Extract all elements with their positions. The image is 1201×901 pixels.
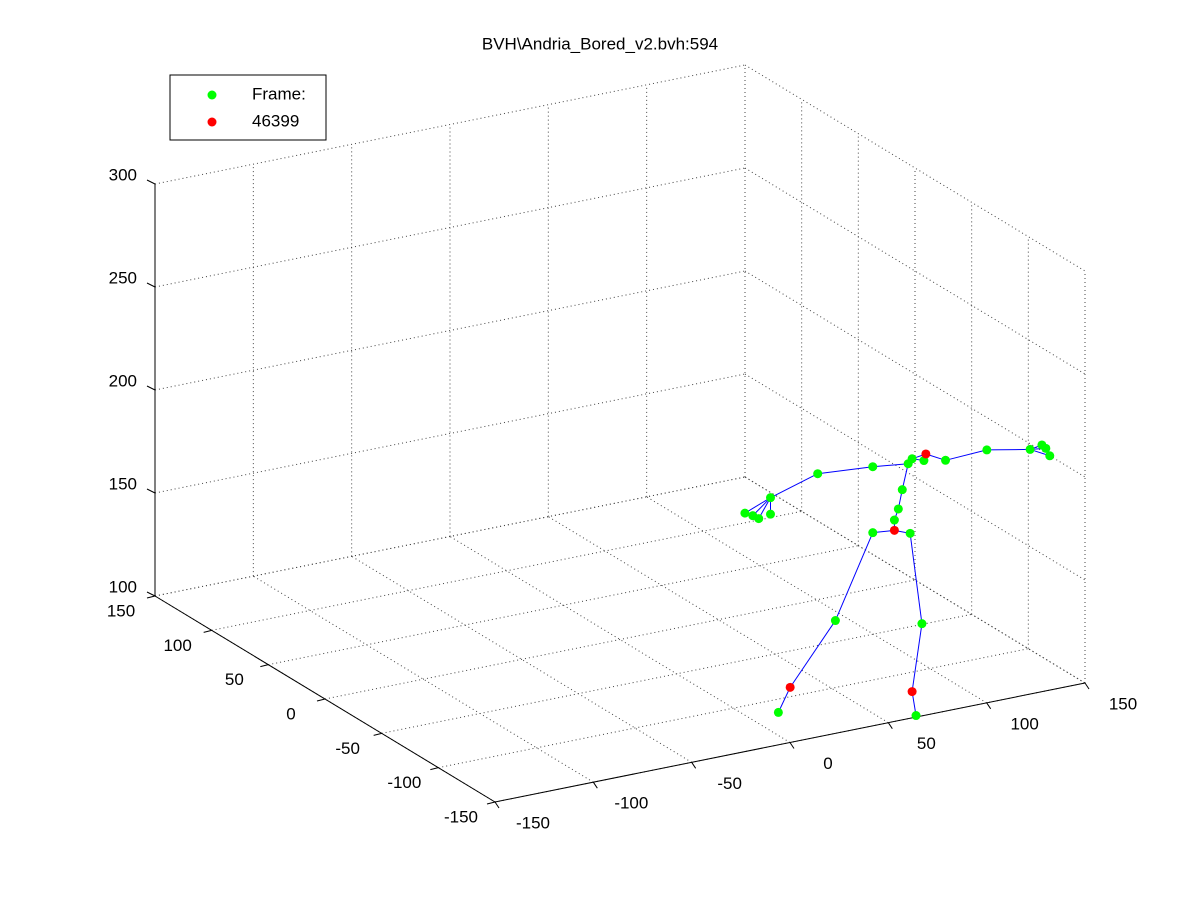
y-tick	[316, 698, 326, 702]
y-tick-label: 100	[163, 636, 191, 655]
x-tick	[887, 722, 893, 729]
joint	[785, 682, 795, 692]
y-tick-label: 150	[107, 601, 135, 620]
joint	[754, 514, 764, 524]
joint	[766, 493, 775, 503]
joint	[982, 445, 992, 455]
joint	[905, 528, 915, 538]
joint	[1025, 444, 1035, 454]
y-tick-label: -150	[444, 807, 478, 826]
y-tick-label: -50	[335, 739, 360, 758]
bone	[744, 497, 771, 514]
z-tick-label: 150	[109, 474, 137, 493]
bone	[945, 449, 987, 461]
y-tick	[373, 732, 382, 736]
joint	[889, 525, 899, 535]
joint	[813, 469, 823, 479]
z-tick-label: 250	[109, 268, 137, 287]
joint	[830, 616, 840, 626]
bone	[834, 532, 874, 621]
joint	[893, 504, 903, 514]
z-tick-label: 200	[109, 371, 137, 390]
z-tick-label: 300	[109, 165, 137, 184]
joint	[907, 687, 917, 697]
x-tick-label: 150	[1109, 694, 1137, 713]
joint	[941, 455, 951, 465]
y-tick	[146, 595, 156, 599]
bone	[817, 466, 873, 475]
x-tick	[1084, 682, 1090, 690]
y-tick	[430, 767, 439, 771]
joint	[740, 508, 750, 518]
bone	[777, 687, 791, 713]
x-tick-label: -150	[516, 813, 550, 832]
legend-label: Frame:	[252, 84, 306, 103]
y-tick-label: -100	[387, 773, 421, 792]
joint	[917, 619, 927, 629]
bone	[911, 623, 923, 692]
z-tick	[146, 385, 156, 391]
z-tick	[146, 282, 156, 288]
y-tick	[203, 629, 212, 633]
legend-box	[169, 74, 327, 141]
grid-line	[438, 648, 1029, 769]
joint	[1037, 440, 1047, 450]
y-tick	[486, 801, 496, 805]
y-tick	[260, 664, 269, 668]
joint	[889, 515, 899, 525]
legend-label: 46399	[252, 111, 299, 130]
joint	[868, 528, 878, 538]
grid-line	[154, 270, 746, 391]
x-tick	[789, 742, 795, 749]
bone	[789, 620, 836, 688]
x-tick	[986, 702, 992, 710]
x-tick-label: -100	[614, 794, 648, 813]
grid-line	[744, 270, 1086, 478]
joint	[921, 449, 931, 459]
grid-line	[381, 613, 972, 734]
joint	[868, 462, 878, 472]
z-tick	[146, 488, 156, 494]
x-tick	[691, 762, 697, 769]
bone	[872, 463, 909, 468]
joint	[897, 485, 907, 495]
bone	[770, 473, 818, 499]
chart-title: BVH\Andria_Bored_v2.bvh:594	[482, 34, 718, 53]
joint	[773, 707, 783, 717]
grid-line	[154, 373, 746, 494]
x-tick-label: 0	[823, 754, 832, 773]
x-tick-label: 100	[1010, 714, 1038, 733]
bone	[909, 533, 923, 624]
x-tick	[592, 781, 598, 789]
joint	[911, 711, 921, 721]
y-tick-label: 0	[286, 704, 295, 723]
y-tick-label: 50	[225, 670, 244, 689]
grid-line	[744, 373, 1086, 581]
grid-line	[154, 476, 746, 597]
z-tick-label: 100	[109, 577, 137, 596]
grid-line	[646, 496, 987, 704]
grid-line	[154, 64, 746, 185]
x-tick-label: -50	[717, 774, 742, 793]
grid-line	[154, 167, 746, 288]
joint	[907, 454, 917, 464]
legend-marker	[207, 90, 217, 100]
z-tick	[146, 179, 156, 185]
joint	[766, 509, 775, 519]
grid-line	[211, 510, 802, 631]
joint	[1045, 451, 1055, 461]
z-tick	[146, 591, 156, 597]
grid-line	[268, 545, 859, 666]
x-tick-label: 50	[917, 734, 936, 753]
x-tick	[494, 801, 500, 809]
grid-line	[324, 579, 916, 700]
legend-marker	[207, 117, 217, 127]
